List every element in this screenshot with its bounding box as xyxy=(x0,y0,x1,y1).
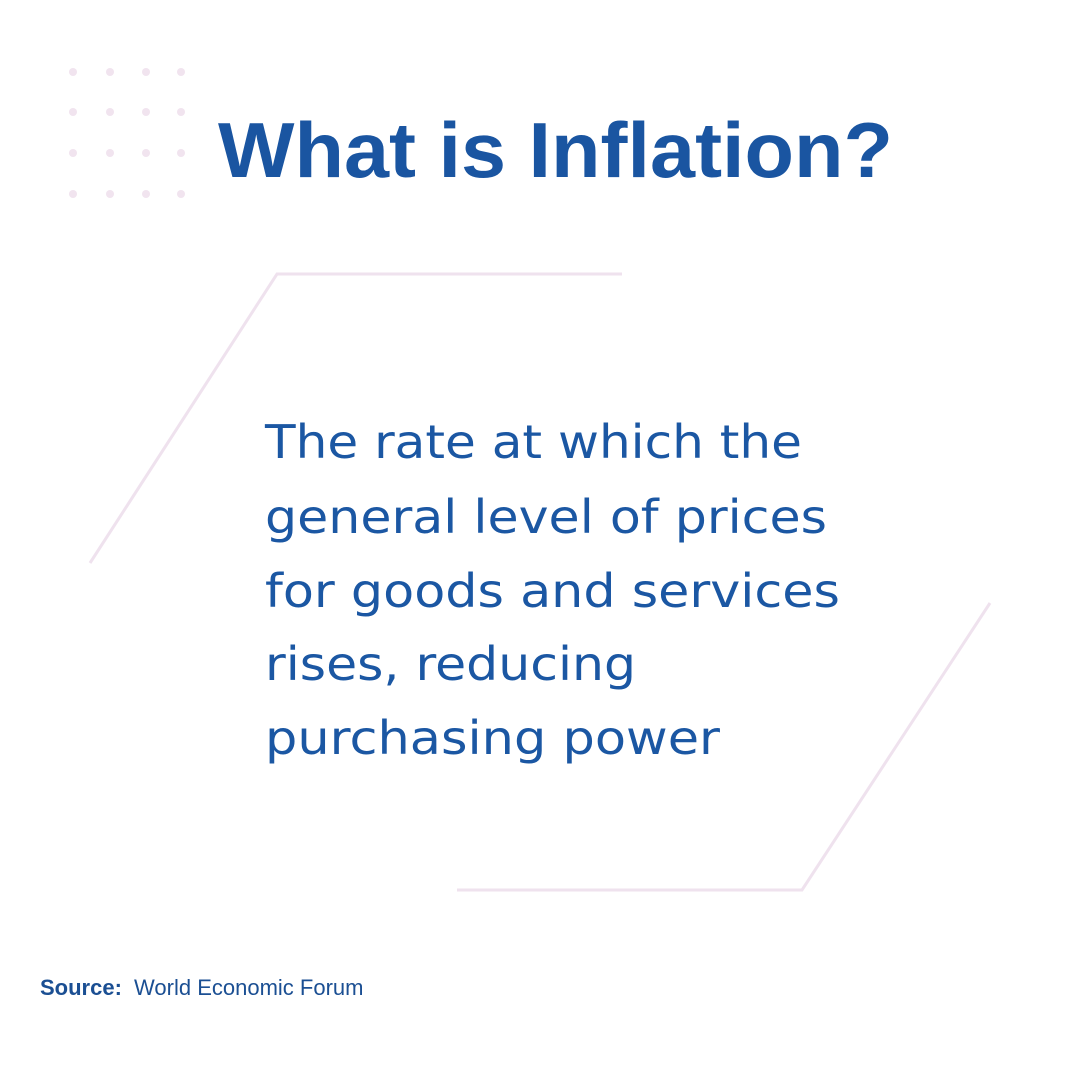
dot xyxy=(69,68,77,76)
dot xyxy=(177,149,185,157)
frame-line-bottom xyxy=(457,602,992,892)
dot xyxy=(142,190,150,198)
dot xyxy=(177,68,185,76)
dot xyxy=(142,68,150,76)
frame-line-top xyxy=(88,272,622,564)
source: Source: World Economic Forum xyxy=(40,975,363,1000)
dot xyxy=(142,108,150,116)
dot xyxy=(69,149,77,157)
dot xyxy=(142,149,150,157)
dot xyxy=(177,190,185,198)
definition-line: purchasing power xyxy=(265,711,720,765)
dot xyxy=(106,190,114,198)
source-text: World Economic Forum xyxy=(134,975,363,1000)
dot xyxy=(69,108,77,116)
source-label: Source: xyxy=(40,975,122,1000)
dot xyxy=(69,190,77,198)
definition-line: rises, reducing xyxy=(265,637,636,691)
dot xyxy=(106,108,114,116)
dot xyxy=(106,149,114,157)
definition-line: general level of prices xyxy=(265,490,827,544)
definition-line: The rate at which the xyxy=(264,415,802,469)
dot-grid xyxy=(69,68,185,198)
definition-line: for goods and services xyxy=(265,564,840,618)
dot xyxy=(177,108,185,116)
definition: The rate at which the general level of p… xyxy=(264,415,840,765)
title: What is Inflation? xyxy=(218,106,893,194)
dot xyxy=(106,68,114,76)
